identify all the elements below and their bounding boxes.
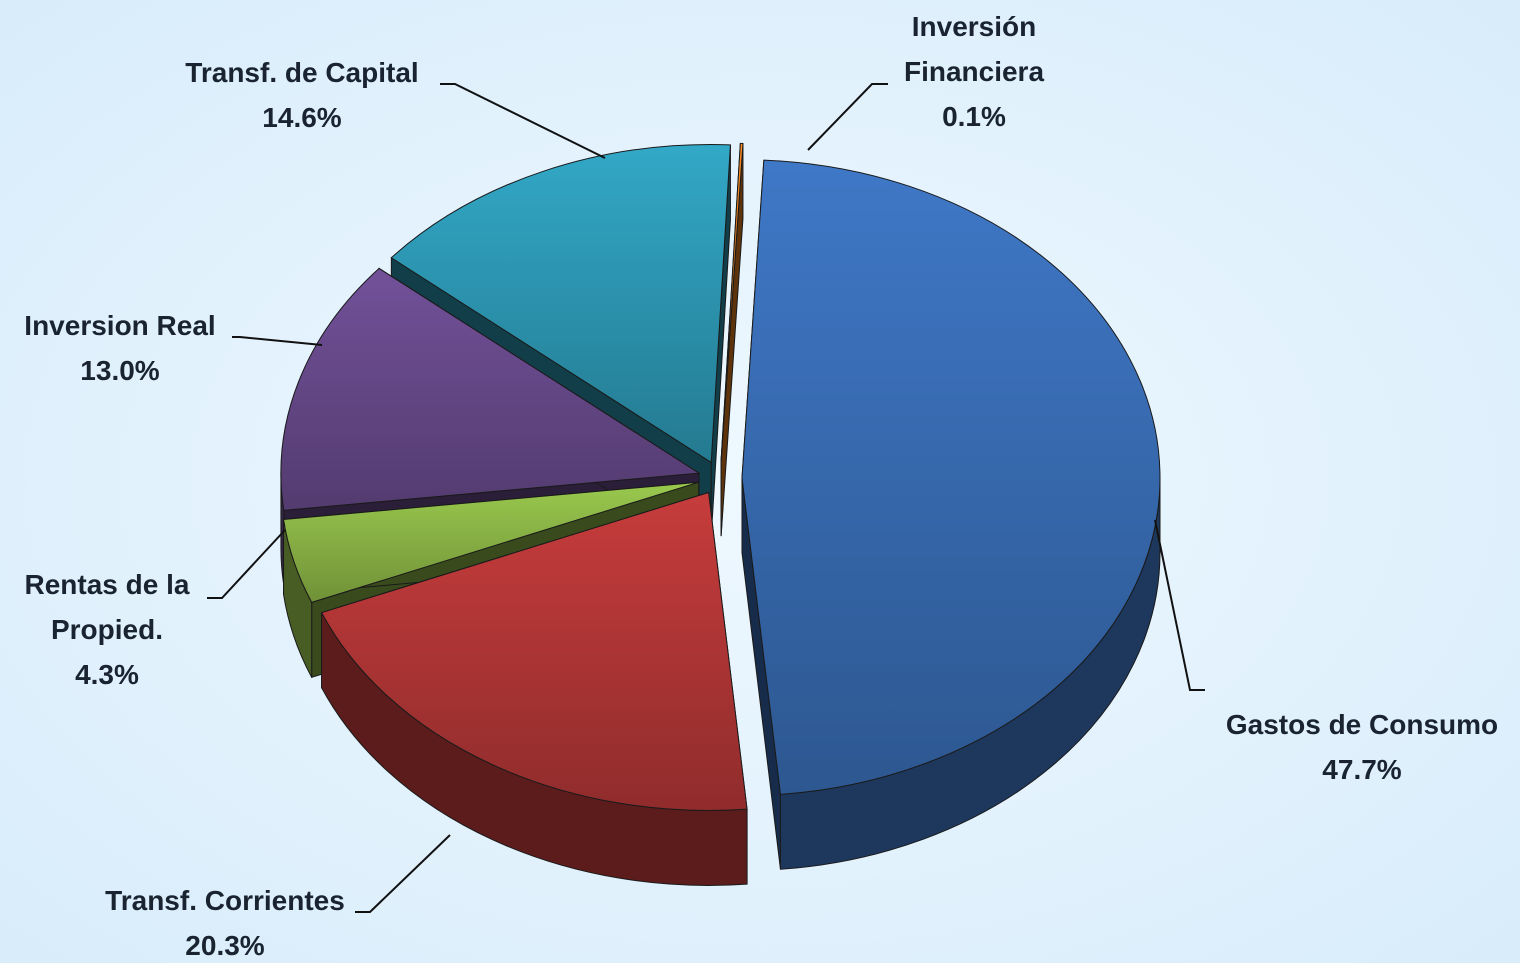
leader-line [232,336,323,346]
slice-label: Inversión Financiera 0.1% [889,4,1059,139]
slice-label: Rentas de la Propied. 4.3% [7,562,207,697]
slice-label: Inversion Real 13.0% [0,303,240,393]
slice [720,142,744,462]
slice [280,267,701,511]
category-label: Transf. de Capital [185,57,419,88]
slice [741,159,1161,795]
slice [320,491,748,811]
value-label: 20.3% [185,930,265,961]
slice [282,481,699,603]
slice-label: Gastos de Consumo 47.7% [1197,702,1520,792]
leader-line [1154,519,1205,691]
leader-line [440,83,606,159]
value-label: 14.6% [262,102,342,133]
value-label: 13.0% [80,355,160,386]
value-label: 47.7% [1322,754,1402,785]
leader-line [355,834,451,913]
value-label: 4.3% [75,659,139,690]
category-label: Transf. Corrientes [105,885,345,916]
slice-label: Transf. Corrientes 20.3% [75,878,375,968]
category-label: Gastos de Consumo [1225,709,1499,740]
category-label: Inversion Real [24,310,216,341]
slice [390,143,731,464]
value-label: 0.1% [942,101,1006,132]
category-label: Rentas de la Propied. [24,569,190,645]
category-label: Inversión Financiera [903,11,1045,87]
leader-line [207,529,286,599]
leader-line [807,83,888,151]
slice-label: Transf. de Capital 14.6% [152,50,452,140]
